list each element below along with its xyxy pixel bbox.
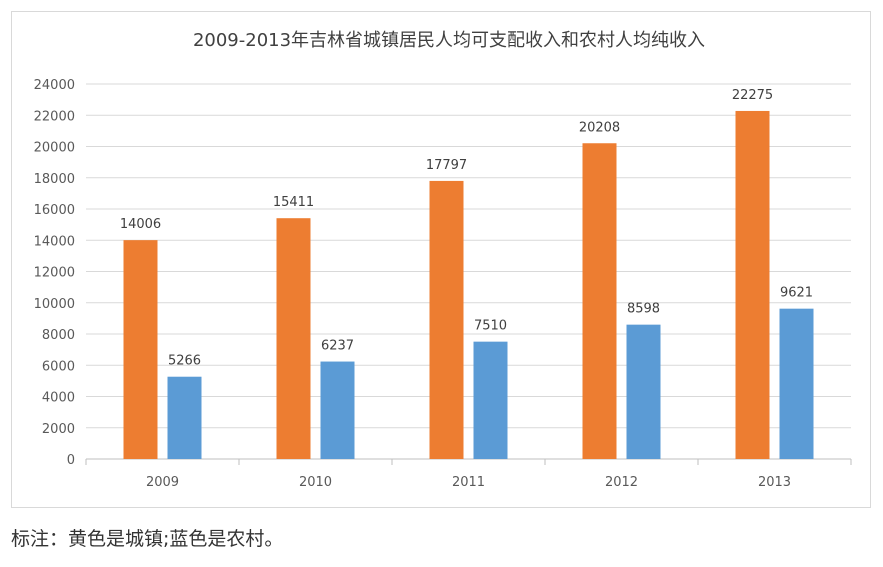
- bar-rural: [779, 308, 814, 459]
- y-tick-label: 0: [67, 453, 75, 468]
- data-label: 17797: [426, 158, 467, 173]
- x-tick-label: 2010: [299, 475, 332, 490]
- bar-urban: [429, 180, 464, 459]
- y-tick-label: 14000: [34, 234, 75, 249]
- y-tick-label: 2000: [42, 422, 75, 437]
- bar-urban: [276, 218, 311, 459]
- data-label: 15411: [273, 195, 314, 210]
- bar-rural: [626, 324, 661, 459]
- y-tick-label: 8000: [42, 328, 75, 343]
- x-tick-label: 2011: [452, 475, 485, 490]
- x-tick-label: 2009: [146, 475, 179, 490]
- y-tick-label: 20000: [34, 141, 75, 156]
- data-label: 20208: [579, 120, 620, 135]
- data-label: 7510: [474, 319, 507, 334]
- chart-title: 2009-2013年吉林省城镇居民人均可支配收入和农村人均纯收入: [193, 30, 705, 51]
- y-tick-label: 10000: [34, 297, 75, 312]
- data-label: 22275: [732, 88, 773, 103]
- bar-rural: [167, 376, 202, 459]
- y-tick-label: 12000: [34, 266, 75, 281]
- data-label: 5266: [168, 354, 201, 369]
- y-tick-label: 4000: [42, 391, 75, 406]
- x-tick-label: 2013: [758, 475, 791, 490]
- y-tick-label: 24000: [34, 78, 75, 93]
- bar-rural: [320, 361, 355, 459]
- y-tick-label: 18000: [34, 172, 75, 187]
- x-tick-label: 2012: [605, 475, 638, 490]
- y-tick-label: 22000: [34, 109, 75, 124]
- bar-rural: [473, 341, 508, 459]
- bar-urban: [735, 110, 770, 459]
- y-tick-label: 6000: [42, 359, 75, 374]
- chart-footnote: 标注：黄色是城镇;蓝色是农村。: [11, 528, 284, 550]
- data-label: 6237: [321, 339, 354, 354]
- y-tick-label: 16000: [34, 203, 75, 218]
- bar-urban: [582, 143, 617, 459]
- data-label: 9621: [780, 286, 813, 301]
- bar-urban: [123, 240, 158, 459]
- data-label: 14006: [120, 217, 161, 232]
- data-label: 8598: [627, 302, 660, 317]
